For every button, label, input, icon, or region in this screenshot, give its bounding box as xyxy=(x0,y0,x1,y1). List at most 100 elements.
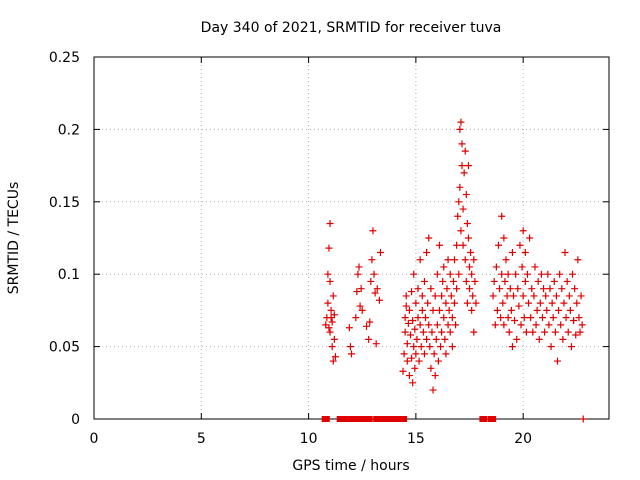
data-point xyxy=(472,299,480,307)
data-point xyxy=(533,306,541,314)
data-point xyxy=(415,357,423,365)
data-point xyxy=(505,328,513,336)
data-point xyxy=(519,227,527,235)
data-point xyxy=(560,299,568,307)
data-point xyxy=(448,343,456,351)
data-point xyxy=(466,263,474,271)
data-point xyxy=(427,364,435,372)
data-point xyxy=(399,367,407,375)
data-point xyxy=(470,256,478,264)
data-point xyxy=(407,331,415,339)
data-point xyxy=(405,306,413,314)
data-point xyxy=(464,162,472,170)
data-point xyxy=(444,321,452,329)
data-point xyxy=(326,277,334,285)
data-point xyxy=(375,296,383,304)
data-point xyxy=(540,285,548,293)
data-point xyxy=(441,335,449,343)
data-point xyxy=(457,118,465,126)
data-point xyxy=(497,314,505,322)
data-point xyxy=(453,241,461,249)
data-point xyxy=(577,292,585,300)
data-point xyxy=(537,270,545,278)
data-point xyxy=(405,372,413,380)
data-point xyxy=(328,318,336,326)
data-point xyxy=(419,328,427,336)
x-tick-label: 20 xyxy=(514,431,532,447)
data-point xyxy=(528,285,536,293)
data-point xyxy=(410,270,418,278)
data-point xyxy=(561,248,569,256)
data-point xyxy=(519,292,527,300)
data-point xyxy=(410,343,418,351)
data-point xyxy=(514,285,522,293)
data-point xyxy=(459,205,467,213)
data-point xyxy=(455,198,463,206)
data-point xyxy=(508,343,516,351)
data-point xyxy=(434,357,442,365)
data-point xyxy=(535,335,543,343)
data-point xyxy=(536,299,544,307)
data-point xyxy=(499,299,507,307)
data-point xyxy=(412,299,420,307)
data-point xyxy=(544,270,552,278)
data-point xyxy=(521,277,529,285)
zero-marker xyxy=(401,416,408,422)
data-point xyxy=(525,299,533,307)
data-point xyxy=(331,353,339,361)
data-point xyxy=(451,299,458,307)
data-point xyxy=(490,277,498,285)
data-point xyxy=(420,350,428,358)
x-axis-label: GPS time / hours xyxy=(292,458,409,474)
data-point xyxy=(541,328,549,336)
x-tick-label: 15 xyxy=(407,431,425,447)
data-point xyxy=(408,354,416,362)
data-point xyxy=(462,277,470,285)
data-point xyxy=(576,328,584,336)
data-point xyxy=(326,328,334,336)
data-point xyxy=(447,292,455,300)
data-point xyxy=(468,270,476,278)
zero-marker xyxy=(323,416,330,422)
data-point xyxy=(556,270,564,278)
data-point xyxy=(423,335,431,343)
data-point xyxy=(354,270,362,278)
data-point xyxy=(433,321,441,329)
data-point xyxy=(530,292,538,300)
data-point xyxy=(330,335,338,343)
data-point xyxy=(366,318,374,326)
data-point xyxy=(443,285,451,293)
zero-marker xyxy=(363,416,370,422)
data-point xyxy=(431,292,439,300)
data-point xyxy=(545,321,553,329)
data-point xyxy=(531,263,539,271)
data-point xyxy=(513,335,521,343)
data-point xyxy=(425,321,433,329)
data-point xyxy=(498,270,506,278)
data-point xyxy=(424,299,432,307)
data-point xyxy=(437,343,445,351)
data-point xyxy=(453,285,461,293)
data-point xyxy=(356,302,364,310)
data-point xyxy=(501,277,509,285)
gridlines xyxy=(94,57,609,419)
data-point xyxy=(458,140,466,148)
data-point xyxy=(425,234,433,242)
data-point xyxy=(458,162,466,170)
data-point xyxy=(559,335,567,343)
data-point xyxy=(492,263,500,271)
data-point xyxy=(413,335,421,343)
data-point xyxy=(459,241,467,249)
data-point xyxy=(446,270,454,278)
axes: 0 0.05 0.1 0.15 0.2 0.25 0 5 10 15 20 xyxy=(49,50,609,447)
data-point xyxy=(429,306,437,314)
data-point xyxy=(428,328,436,336)
data-point xyxy=(402,302,410,310)
data-point xyxy=(517,321,525,329)
data-point xyxy=(426,343,434,351)
data-point xyxy=(563,277,571,285)
data-point xyxy=(500,234,508,242)
data-point xyxy=(454,212,462,220)
data-point xyxy=(431,372,439,380)
data-point xyxy=(365,335,373,343)
